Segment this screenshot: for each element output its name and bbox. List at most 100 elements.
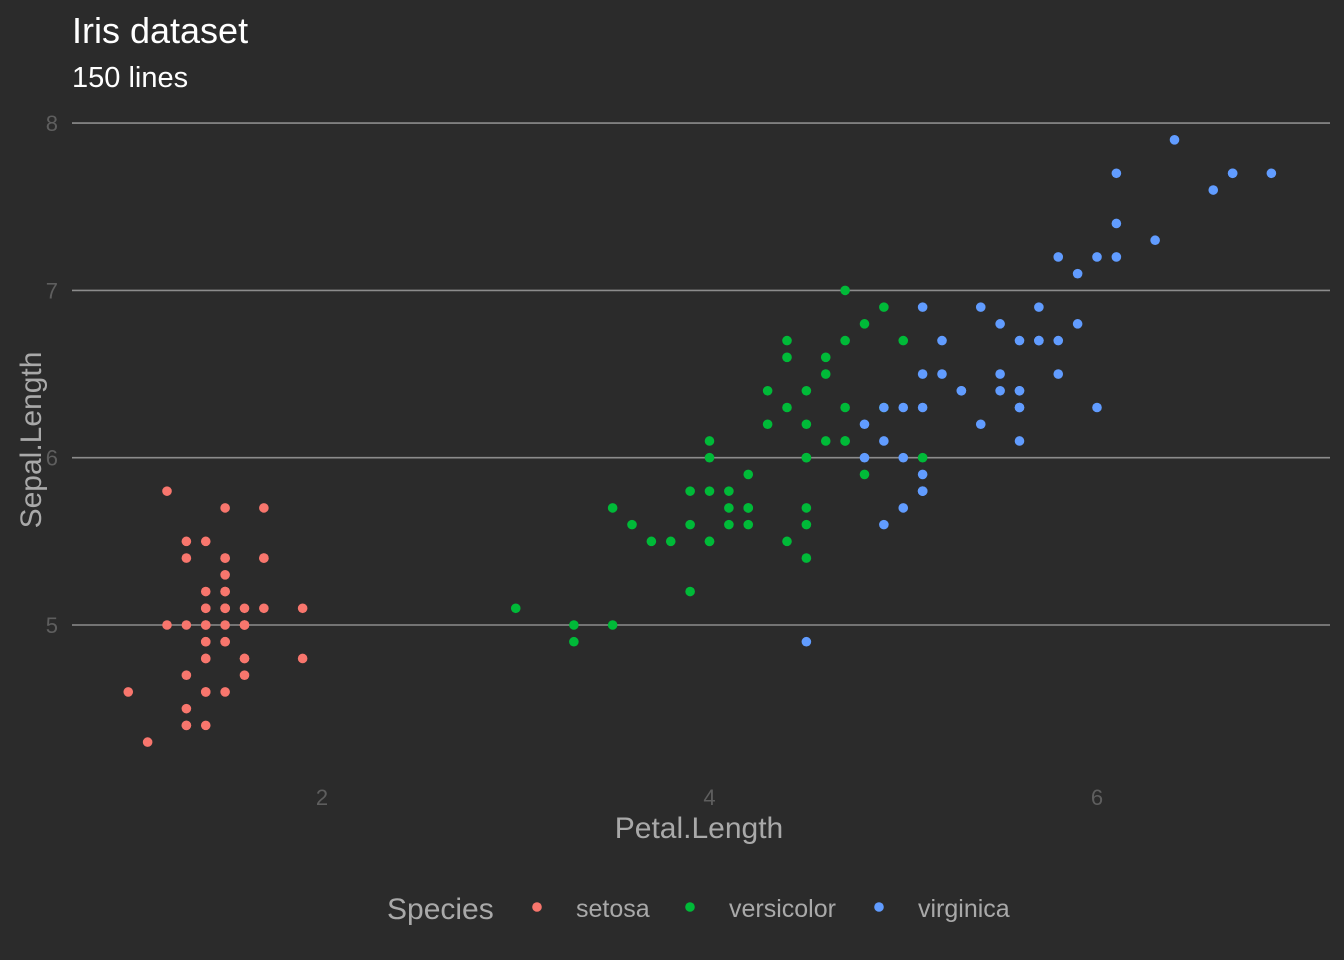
data-point [840, 436, 850, 446]
data-point [1014, 335, 1025, 346]
data-point [1014, 385, 1025, 396]
data-point [685, 519, 695, 530]
data-point [917, 469, 928, 480]
chart-subtitle: 150 lines [72, 62, 189, 94]
data-point [840, 285, 850, 296]
data-point [782, 536, 792, 547]
data-point [627, 519, 637, 530]
data-point [743, 519, 754, 530]
data-point [1014, 436, 1025, 446]
data-point [879, 519, 889, 530]
data-point [801, 503, 812, 513]
data-point [123, 687, 134, 697]
data-point [181, 620, 192, 630]
data-point [1014, 402, 1025, 413]
data-point [1053, 369, 1064, 379]
data-point [259, 503, 269, 513]
series-versicolor [510, 285, 928, 647]
y-tick-label: 8 [46, 111, 58, 136]
data-point [259, 603, 269, 614]
data-point [859, 452, 870, 463]
data-point [1111, 168, 1122, 179]
y-tick-label: 5 [46, 613, 58, 638]
data-point [569, 636, 579, 647]
data-point [724, 519, 734, 530]
data-point [200, 536, 211, 547]
data-point [917, 402, 928, 413]
x-axis-ticks: 2 4 6 [316, 785, 1103, 810]
legend-label: versicolor [729, 895, 836, 923]
data-point [220, 553, 230, 563]
data-point [859, 319, 870, 329]
data-point [879, 436, 889, 446]
data-point [743, 469, 754, 480]
data-point [724, 503, 734, 513]
data-points [123, 135, 1277, 747]
data-point [956, 385, 967, 396]
data-point [859, 469, 870, 480]
data-point [220, 570, 230, 580]
data-point [220, 586, 230, 597]
data-point [1227, 168, 1238, 179]
data-point [297, 653, 308, 664]
data-point [995, 319, 1005, 329]
data-point [220, 603, 230, 614]
data-point [898, 503, 909, 513]
data-point [840, 335, 850, 346]
y-axis-ticks: 5 6 7 8 [46, 111, 58, 638]
legend-key [874, 902, 884, 912]
data-point [801, 553, 812, 563]
data-point [200, 603, 211, 614]
data-point [879, 402, 889, 413]
data-point [1266, 168, 1277, 179]
data-point [801, 519, 812, 530]
data-point [1092, 402, 1102, 413]
data-point [181, 536, 192, 547]
data-point [801, 452, 812, 463]
data-point [704, 436, 715, 446]
data-point [1034, 302, 1044, 312]
data-point [220, 620, 230, 630]
legend-key [532, 902, 542, 912]
data-point [743, 503, 754, 513]
data-point [181, 670, 192, 680]
data-point [259, 553, 269, 563]
y-axis-title: Sepal.Length [15, 352, 48, 529]
data-point [1169, 135, 1180, 145]
legend-label: virginica [918, 895, 1010, 923]
x-tick-label: 6 [1091, 785, 1103, 810]
data-point [181, 703, 192, 714]
legend-key [685, 902, 695, 912]
data-point [820, 436, 831, 446]
data-point [917, 452, 928, 463]
data-point [239, 670, 250, 680]
data-point [801, 636, 812, 647]
data-point [1150, 235, 1160, 246]
data-point [162, 486, 172, 496]
legend-label: setosa [576, 895, 650, 923]
data-point [937, 335, 947, 346]
data-point [297, 603, 308, 614]
y-tick-label: 6 [46, 446, 58, 471]
x-tick-label: 4 [703, 785, 715, 810]
data-point [724, 486, 734, 496]
data-point [200, 620, 211, 630]
grid-layer [72, 122, 1330, 626]
series-setosa [123, 486, 308, 747]
data-point [1053, 252, 1064, 262]
data-point [200, 636, 211, 647]
data-point [937, 369, 947, 379]
data-point [898, 402, 909, 413]
data-point [685, 486, 695, 496]
data-point [200, 586, 211, 597]
data-point [820, 352, 831, 363]
data-point [162, 620, 172, 630]
data-point [239, 653, 250, 664]
data-point [840, 402, 850, 413]
data-point [801, 385, 812, 396]
data-point [1111, 252, 1122, 262]
legend-item-setosa: setosa [532, 895, 650, 923]
legend: Species setosa versicolor virginica [387, 893, 1010, 926]
data-point [569, 620, 579, 630]
